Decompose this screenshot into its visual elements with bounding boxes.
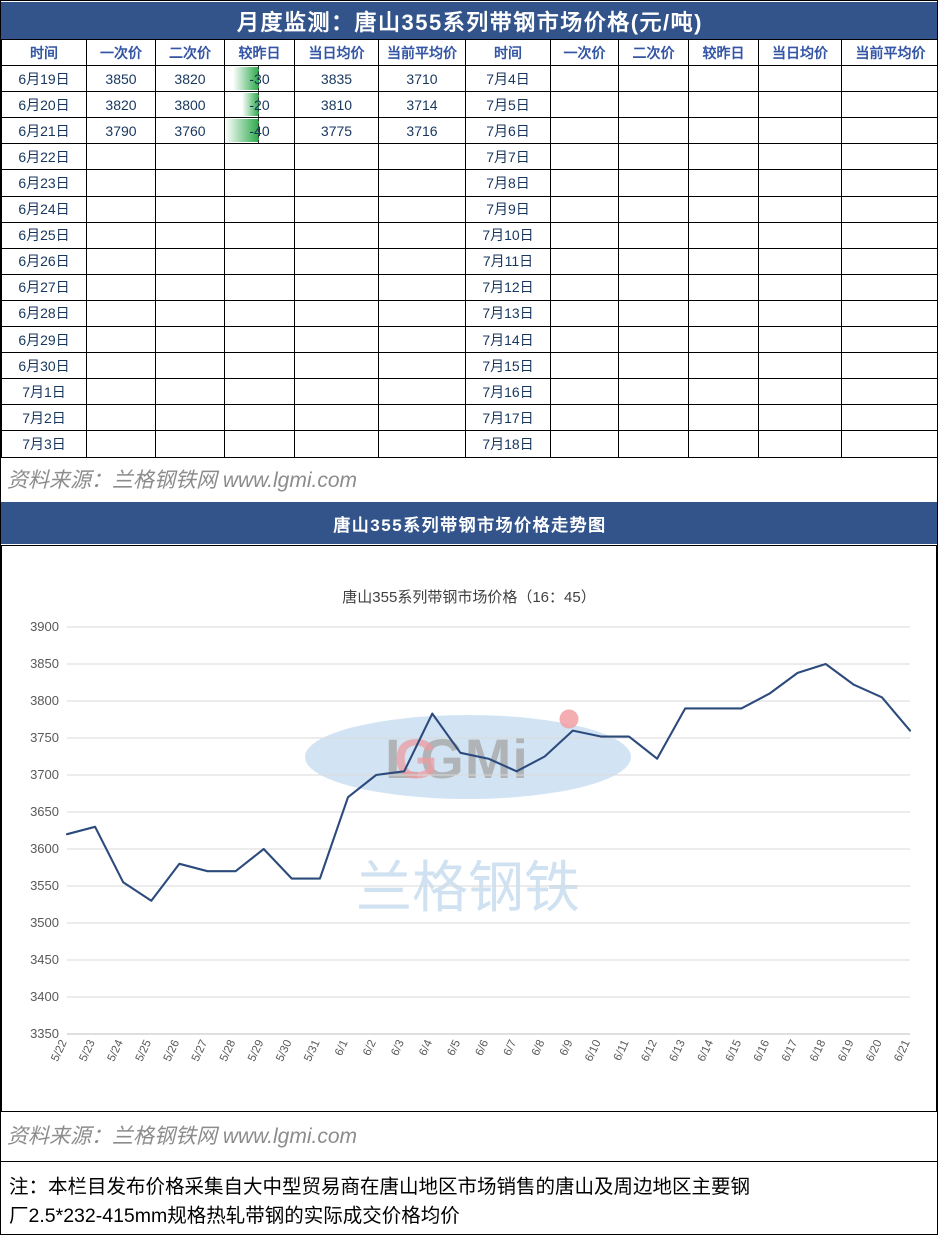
svg-text:5/27: 5/27 <box>190 1038 210 1063</box>
svg-text:5/25: 5/25 <box>134 1038 154 1063</box>
svg-text:6/15: 6/15 <box>724 1038 744 1063</box>
svg-text:6/6: 6/6 <box>474 1038 492 1058</box>
svg-text:5/29: 5/29 <box>246 1038 266 1063</box>
svg-text:3900: 3900 <box>30 619 59 634</box>
svg-text:6/3: 6/3 <box>389 1038 407 1058</box>
svg-text:6/1: 6/1 <box>333 1038 351 1058</box>
svg-text:6/11: 6/11 <box>612 1038 632 1063</box>
svg-text:3800: 3800 <box>30 693 59 708</box>
svg-text:3850: 3850 <box>30 656 59 671</box>
svg-text:5/28: 5/28 <box>218 1038 238 1063</box>
svg-text:5/24: 5/24 <box>106 1038 127 1064</box>
svg-text:6/12: 6/12 <box>639 1038 659 1063</box>
svg-text:3500: 3500 <box>30 915 59 930</box>
svg-text:3750: 3750 <box>30 730 59 745</box>
svg-text:兰格钢铁: 兰格钢铁 <box>356 856 580 919</box>
svg-text:6/2: 6/2 <box>361 1038 379 1058</box>
svg-text:3450: 3450 <box>30 952 59 967</box>
svg-text:5/23: 5/23 <box>77 1038 97 1063</box>
svg-text:6/19: 6/19 <box>836 1038 856 1063</box>
svg-text:3650: 3650 <box>30 804 59 819</box>
svg-text:6/18: 6/18 <box>808 1038 828 1063</box>
svg-text:3550: 3550 <box>30 878 59 893</box>
svg-text:6/8: 6/8 <box>530 1038 548 1058</box>
svg-text:6/7: 6/7 <box>502 1038 520 1058</box>
svg-text:3700: 3700 <box>30 767 59 782</box>
svg-text:5/30: 5/30 <box>274 1038 294 1063</box>
svg-text:6/14: 6/14 <box>696 1038 717 1064</box>
svg-text:6/9: 6/9 <box>558 1038 576 1058</box>
svg-text:3400: 3400 <box>30 989 59 1004</box>
svg-text:3350: 3350 <box>30 1026 59 1041</box>
svg-text:G: G <box>394 727 438 790</box>
svg-text:5/31: 5/31 <box>302 1038 322 1063</box>
svg-text:6/20: 6/20 <box>864 1038 884 1063</box>
svg-text:5/22: 5/22 <box>49 1038 69 1063</box>
svg-text:6/16: 6/16 <box>752 1038 772 1063</box>
svg-text:6/17: 6/17 <box>780 1038 800 1063</box>
svg-text:3600: 3600 <box>30 841 59 856</box>
svg-text:6/13: 6/13 <box>668 1038 688 1063</box>
svg-text:5/26: 5/26 <box>162 1038 182 1063</box>
svg-text:6/21: 6/21 <box>892 1038 912 1063</box>
svg-text:6/4: 6/4 <box>417 1038 435 1058</box>
svg-text:6/10: 6/10 <box>583 1038 603 1063</box>
svg-text:6/5: 6/5 <box>445 1038 463 1058</box>
